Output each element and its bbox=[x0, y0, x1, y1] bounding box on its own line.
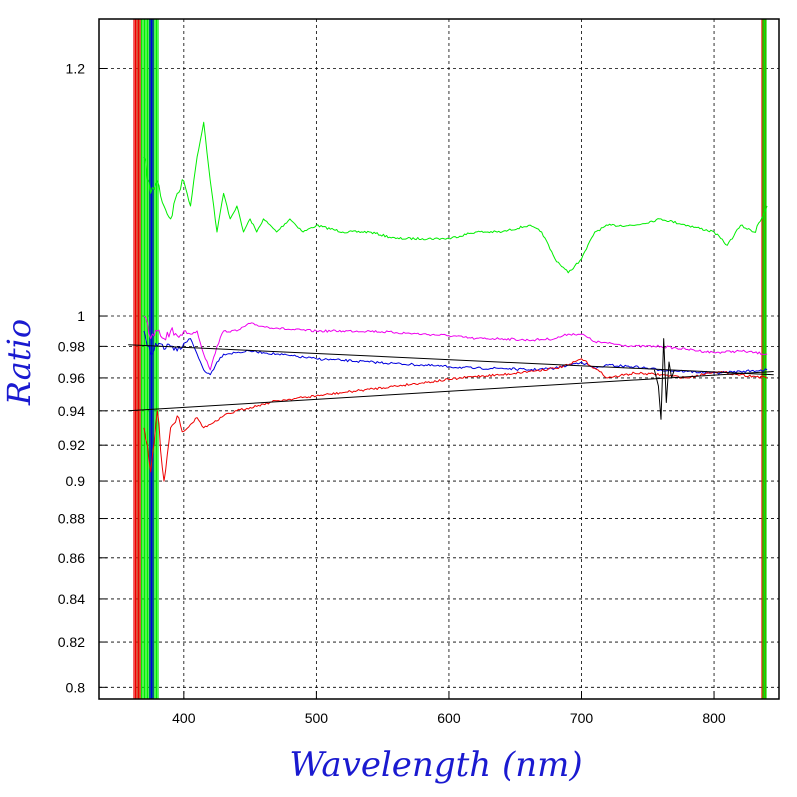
y-tick-label: 0.88 bbox=[58, 511, 85, 527]
y-tick-label: 0.94 bbox=[58, 403, 85, 419]
y-tick-label: 0.86 bbox=[58, 550, 85, 566]
y-axis-title: Ratio bbox=[0, 319, 38, 406]
series-line-magenta bbox=[143, 315, 768, 371]
x-tick-label: 700 bbox=[570, 710, 594, 726]
series-group bbox=[128, 121, 774, 482]
y-tick-label: 0.9 bbox=[66, 473, 86, 489]
y-tick-label: 0.8 bbox=[66, 679, 86, 695]
series-line-black bbox=[128, 371, 774, 412]
x-tick-label: 400 bbox=[172, 710, 196, 726]
x-tick-label: 600 bbox=[437, 710, 461, 726]
series-line-green bbox=[143, 121, 768, 274]
y-tick-label: 1.2 bbox=[66, 61, 86, 77]
y-tick-label: 0.96 bbox=[58, 370, 85, 386]
y-tick-label: 0.82 bbox=[58, 634, 85, 650]
y-tick-label: 0.84 bbox=[58, 591, 85, 607]
x-axis-title: Wavelength (nm) bbox=[289, 745, 582, 785]
x-tick-label: 800 bbox=[702, 710, 726, 726]
plot-frame bbox=[98, 18, 780, 700]
y-tick-label: 0.98 bbox=[58, 338, 85, 354]
x-tick-label: 500 bbox=[305, 710, 329, 726]
series-line-black bbox=[128, 344, 774, 376]
y-tick-label: 1 bbox=[77, 308, 85, 324]
edge-noise bbox=[133, 19, 767, 699]
series-line-black bbox=[653, 338, 675, 420]
y-tick-label: 0.92 bbox=[58, 437, 85, 453]
ticks: 400 500 600 700 800 0.8 0.82 0.84 0.86 0.88 0.9 0.9… bbox=[58, 61, 726, 726]
